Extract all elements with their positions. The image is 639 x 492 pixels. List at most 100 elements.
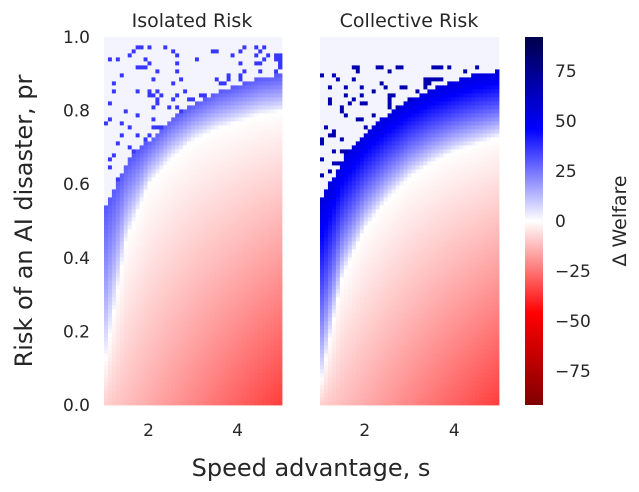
heatmap-cell xyxy=(234,209,239,214)
heatmap-cell xyxy=(167,361,172,366)
heatmap-cell xyxy=(107,233,113,238)
heatmap-cell xyxy=(191,265,196,270)
heatmap-cell xyxy=(171,157,176,162)
heatmap-cell xyxy=(278,53,283,58)
heatmap-cell xyxy=(139,53,144,58)
heatmap-cell xyxy=(202,177,208,182)
heatmap-cell xyxy=(226,217,231,222)
heatmap-cell xyxy=(175,57,180,62)
heatmap-cell xyxy=(194,241,200,246)
heatmap-cell xyxy=(270,45,275,50)
heatmap-cell xyxy=(163,85,168,90)
heatmap-cell xyxy=(206,81,212,86)
heatmap-cell xyxy=(270,109,275,114)
heatmap-cell xyxy=(111,165,117,170)
heatmap-cell xyxy=(104,229,109,234)
heatmap-cell xyxy=(151,49,156,54)
heatmap-cell xyxy=(320,85,325,90)
heatmap-cell xyxy=(242,129,247,134)
heatmap-cell xyxy=(323,317,329,322)
heatmap-cell xyxy=(234,369,239,374)
heatmap-cell xyxy=(147,117,152,122)
heatmap-cell xyxy=(123,237,129,242)
heatmap-cell xyxy=(347,221,353,226)
heatmap-cell xyxy=(187,165,192,170)
heatmap-cell xyxy=(238,181,243,186)
heatmap-cell xyxy=(218,37,224,42)
heatmap-cell xyxy=(339,97,345,102)
heatmap-cell xyxy=(331,361,337,366)
heatmap-cell xyxy=(198,305,204,310)
heatmap-cell xyxy=(151,37,156,42)
heatmap-cell xyxy=(327,81,333,86)
heatmap-cell xyxy=(222,333,228,338)
heatmap-cell xyxy=(343,145,349,150)
heatmap-cell xyxy=(163,165,168,170)
heatmap-cell xyxy=(339,157,345,162)
heatmap-cell xyxy=(151,365,156,370)
heatmap-cell xyxy=(191,189,196,194)
heatmap-cell xyxy=(183,261,188,266)
heatmap-cell xyxy=(242,277,247,282)
heatmap-cell xyxy=(238,377,243,382)
heatmap-cell xyxy=(210,245,216,250)
heatmap-cell xyxy=(278,233,283,238)
heatmap-cell xyxy=(274,361,279,366)
heatmap-cell xyxy=(262,145,267,150)
heatmap-cell xyxy=(258,249,263,254)
heatmap-cell xyxy=(104,397,109,402)
heatmap-cell xyxy=(270,249,275,254)
heatmap-cell xyxy=(159,209,164,214)
heatmap-cell xyxy=(331,61,337,66)
heatmap-cell xyxy=(159,253,164,258)
heatmap-cell xyxy=(246,57,251,62)
heatmap-cell xyxy=(151,309,156,314)
heatmap-cell xyxy=(171,377,176,382)
heatmap-cell xyxy=(135,237,140,242)
heatmap-cell xyxy=(335,101,341,106)
heatmap-cell xyxy=(183,69,188,74)
heatmap-cell xyxy=(111,49,117,54)
heatmap-cell xyxy=(135,177,140,182)
heatmap-cell xyxy=(198,105,204,110)
heatmap-cell xyxy=(230,65,235,70)
heatmap-cell xyxy=(202,137,208,142)
heatmap-cell xyxy=(115,125,121,130)
heatmap-cell xyxy=(351,289,357,294)
heatmap-cell xyxy=(266,105,271,110)
heatmap-cell xyxy=(159,37,164,42)
heatmap-cell xyxy=(175,397,180,402)
heatmap-cell xyxy=(266,385,271,390)
heatmap-cell xyxy=(151,321,156,326)
heatmap-cell xyxy=(155,321,160,326)
heatmap-cell xyxy=(335,105,341,110)
heatmap-cell xyxy=(187,253,192,258)
heatmap-cell xyxy=(163,313,168,318)
heatmap-cell xyxy=(119,61,125,66)
heatmap-cell xyxy=(155,253,160,258)
heatmap-cell xyxy=(258,349,263,354)
heatmap-cell xyxy=(331,293,337,298)
heatmap-cell xyxy=(135,245,140,250)
heatmap-cell xyxy=(198,161,204,166)
heatmap-cell xyxy=(115,165,121,170)
heatmap-cell xyxy=(214,253,220,258)
heatmap-cell xyxy=(246,97,251,102)
heatmap-cell xyxy=(266,289,271,294)
heatmap-cell xyxy=(278,297,283,302)
heatmap-cell xyxy=(347,337,353,342)
heatmap-cell xyxy=(104,249,109,254)
heatmap-cell xyxy=(323,61,329,66)
heatmap-cell xyxy=(347,357,353,362)
heatmap-cell xyxy=(194,57,200,62)
heatmap-cell xyxy=(218,245,224,250)
heatmap-cell xyxy=(339,41,345,46)
heatmap-cell xyxy=(147,317,152,322)
heatmap-cell xyxy=(351,209,357,214)
heatmap-cell xyxy=(226,401,231,406)
heatmap-cell xyxy=(135,109,140,114)
heatmap-cell xyxy=(323,65,329,70)
heatmap-cell xyxy=(266,337,271,342)
heatmap-cell xyxy=(262,221,267,226)
heatmap-cell xyxy=(123,289,129,294)
